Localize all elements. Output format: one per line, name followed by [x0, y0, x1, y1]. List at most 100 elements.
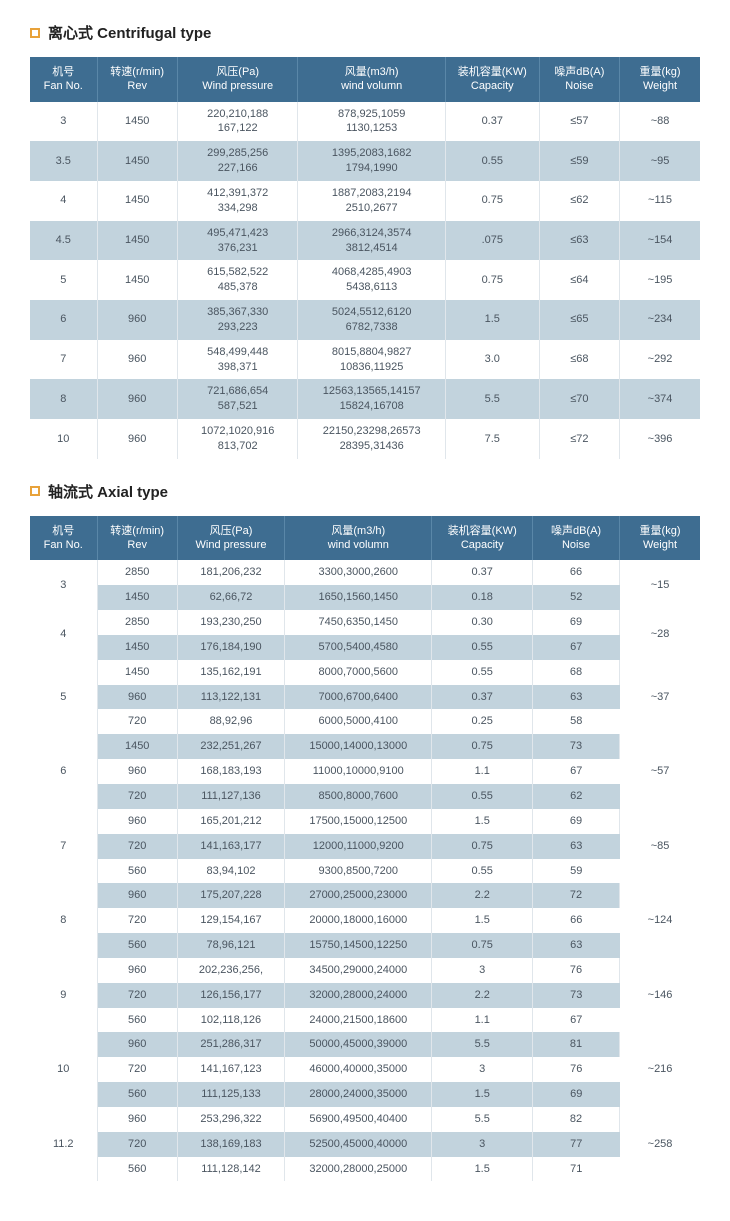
cell: 69: [532, 809, 619, 834]
cell: 960: [97, 1107, 177, 1132]
cell: 878,925,10591130,1253: [298, 102, 445, 142]
table-row: 960168,183,19311000,10000,91001.167: [30, 759, 700, 784]
cell: 27000,25000,23000: [285, 883, 432, 908]
cell: 181,206,232: [177, 560, 284, 585]
centrifugal-table: 机号Fan No.转速(r/min)Rev风压(Pa)Wind pressure…: [30, 57, 700, 459]
cell: 12563,13565,1415715824,16708: [298, 379, 445, 419]
cell: 1395,2083,16821794,1990: [298, 141, 445, 181]
cell: 720: [97, 709, 177, 734]
cell: 59: [532, 859, 619, 884]
cell: 1.5: [432, 1157, 533, 1182]
cell: 0.55: [432, 859, 533, 884]
table-row: 41450412,391,372334,2981887,2083,2194251…: [30, 181, 700, 221]
cell: 0.75: [445, 260, 539, 300]
table-row: 560111,128,14232000,28000,250001.571: [30, 1157, 700, 1182]
cell: 2.2: [432, 983, 533, 1008]
cell: 113,122,131: [177, 685, 284, 710]
cell: 960: [97, 379, 177, 419]
cell: 560: [97, 859, 177, 884]
cell: 69: [532, 1082, 619, 1107]
cell: 0.55: [432, 660, 533, 685]
cell: 6000,5000,4100: [285, 709, 432, 734]
cell: 141,167,123: [177, 1057, 284, 1082]
cell: 495,471,423376,231: [177, 221, 298, 261]
table-row: 7960548,499,448398,3718015,8804,98271083…: [30, 340, 700, 380]
cell: 0.75: [445, 181, 539, 221]
cell: ~195: [620, 260, 700, 300]
cell: ~115: [620, 181, 700, 221]
cell: 28000,24000,35000: [285, 1082, 432, 1107]
cell-weight: ~37: [620, 660, 700, 735]
table-row: 51450615,582,522485,3784068,4285,4903543…: [30, 260, 700, 300]
column-header: 风压(Pa)Wind pressure: [177, 516, 284, 561]
cell: 3: [30, 102, 97, 142]
cell-fan: 9: [30, 958, 97, 1033]
cell: 126,156,177: [177, 983, 284, 1008]
cell: 76: [532, 1057, 619, 1082]
cell: 111,128,142: [177, 1157, 284, 1182]
cell-fan: 7: [30, 809, 97, 884]
cell: 58: [532, 709, 619, 734]
cell: ≤57: [539, 102, 619, 142]
cell: 66: [532, 560, 619, 585]
cell: 548,499,448398,371: [177, 340, 298, 380]
table-row: 720141,163,17712000,11000,92000.7563: [30, 834, 700, 859]
cell: 62,66,72: [177, 585, 284, 610]
table-row: 61450232,251,26715000,14000,130000.7573~…: [30, 734, 700, 759]
cell: 4.5: [30, 221, 97, 261]
cell: .075: [445, 221, 539, 261]
table-row: 56078,96,12115750,14500,122500.7563: [30, 933, 700, 958]
cell: 3300,3000,2600: [285, 560, 432, 585]
title-bullet-icon: [30, 28, 40, 38]
cell: ~154: [620, 221, 700, 261]
table-row: 42850193,230,2507450,6350,14500.3069~28: [30, 610, 700, 635]
column-header: 重量(kg)Weight: [620, 516, 700, 561]
title-bullet-icon: [30, 486, 40, 496]
cell: 560: [97, 1157, 177, 1182]
cell: 165,201,212: [177, 809, 284, 834]
cell: 1072,1020,916813,702: [177, 419, 298, 459]
cell: 9300,8500,7200: [285, 859, 432, 884]
cell: 0.75: [432, 933, 533, 958]
cell: 3.5: [30, 141, 97, 181]
cell: 0.18: [432, 585, 533, 610]
cell-weight: ~124: [620, 883, 700, 958]
cell: 0.25: [432, 709, 533, 734]
cell: ≤72: [539, 419, 619, 459]
centrifugal-title: 离心式 Centrifugal type: [30, 22, 700, 43]
column-header: 机号Fan No.: [30, 57, 97, 102]
cell: 12000,11000,9200: [285, 834, 432, 859]
cell: 251,286,317: [177, 1032, 284, 1057]
cell-weight: ~28: [620, 610, 700, 660]
cell: 960: [97, 883, 177, 908]
cell: ≤63: [539, 221, 619, 261]
table-row: 3.51450299,285,256227,1661395,2083,16821…: [30, 141, 700, 181]
table-row: 72088,92,966000,5000,41000.2558: [30, 709, 700, 734]
cell: 34500,29000,24000: [285, 958, 432, 983]
cell: 62: [532, 784, 619, 809]
cell: 82: [532, 1107, 619, 1132]
cell: 1450: [97, 660, 177, 685]
column-header: 转速(r/min)Rev: [97, 516, 177, 561]
cell: 0.75: [432, 834, 533, 859]
cell-weight: ~15: [620, 560, 700, 610]
table-row: 720138,169,18352500,45000,40000377: [30, 1132, 700, 1157]
cell: ~88: [620, 102, 700, 142]
cell: 0.55: [432, 784, 533, 809]
cell: 960: [97, 809, 177, 834]
cell: 3.0: [445, 340, 539, 380]
cell: 2850: [97, 560, 177, 585]
cell: 7: [30, 340, 97, 380]
cell: 15000,14000,13000: [285, 734, 432, 759]
cell: 0.30: [432, 610, 533, 635]
cell: 52: [532, 585, 619, 610]
cell: ~95: [620, 141, 700, 181]
cell: 0.55: [445, 141, 539, 181]
cell: 141,163,177: [177, 834, 284, 859]
table-row: 11.2960253,296,32256900,49500,404005.582…: [30, 1107, 700, 1132]
cell-weight: ~85: [620, 809, 700, 884]
cell: 721,686,654587,521: [177, 379, 298, 419]
column-header: 装机容量(KW)Capacity: [432, 516, 533, 561]
cell: 0.37: [432, 685, 533, 710]
cell: ~292: [620, 340, 700, 380]
